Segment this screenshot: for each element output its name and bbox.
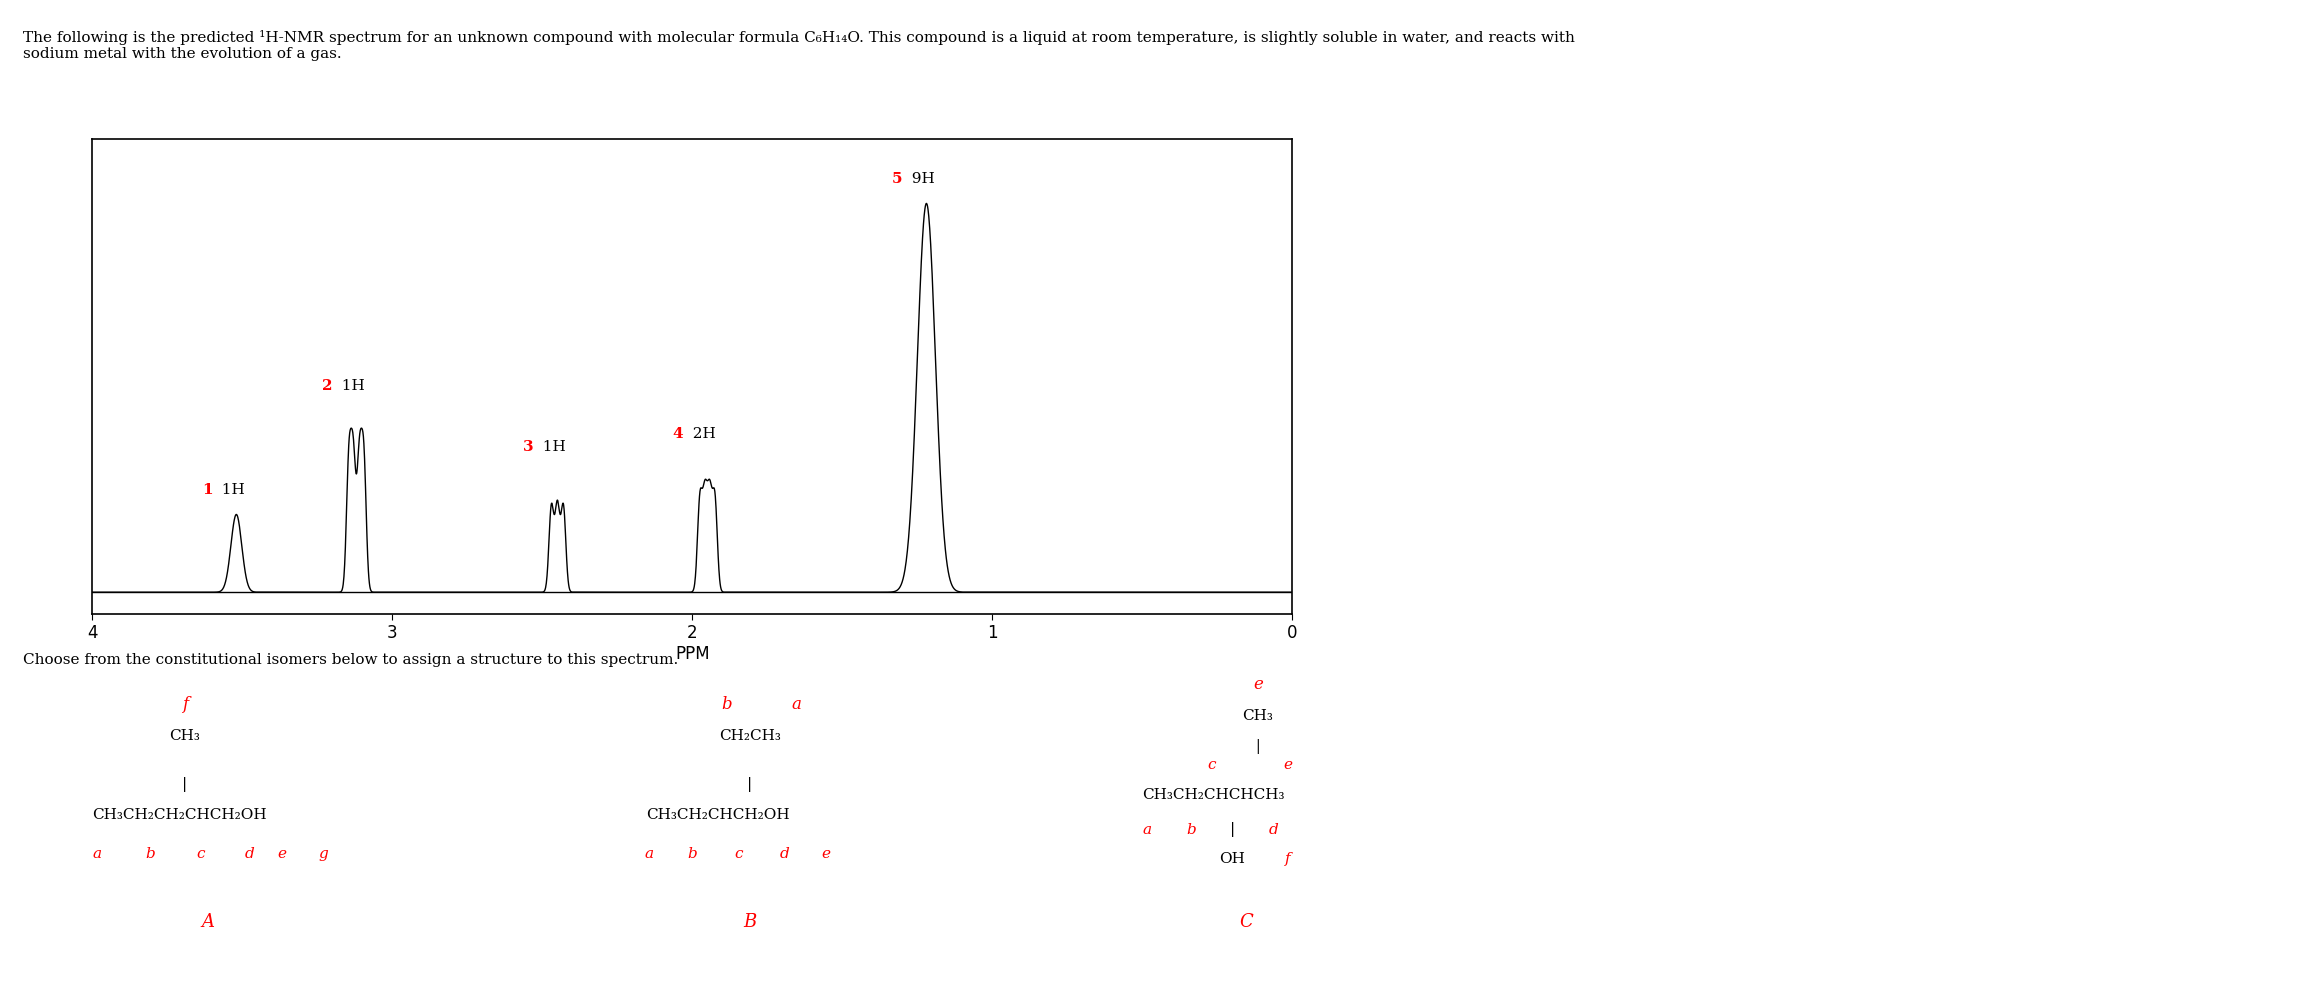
Text: 1: 1 bbox=[201, 483, 212, 497]
Text: f: f bbox=[1286, 852, 1290, 866]
Text: d: d bbox=[1269, 823, 1279, 837]
Text: 2H: 2H bbox=[683, 427, 715, 441]
Text: 9H: 9H bbox=[902, 172, 935, 186]
Text: CH₃CH₂CH₂CHCH₂OH: CH₃CH₂CH₂CHCH₂OH bbox=[92, 808, 268, 822]
Text: CH₃CH₂CHCHCH₃: CH₃CH₂CHCHCH₃ bbox=[1142, 788, 1286, 802]
Text: A: A bbox=[201, 913, 215, 931]
Text: a: a bbox=[92, 847, 102, 861]
Text: 4: 4 bbox=[672, 427, 683, 441]
Text: f: f bbox=[182, 696, 187, 713]
Text: d: d bbox=[245, 847, 254, 861]
Text: c: c bbox=[734, 847, 743, 861]
Text: 2: 2 bbox=[321, 379, 332, 393]
Text: CH₃: CH₃ bbox=[1242, 709, 1274, 723]
Text: b: b bbox=[722, 696, 732, 713]
Text: 1H: 1H bbox=[533, 440, 565, 454]
Text: |: | bbox=[1256, 740, 1260, 754]
Text: The following is the predicted ¹H-NMR spectrum for an unknown compound with mole: The following is the predicted ¹H-NMR sp… bbox=[23, 30, 1574, 61]
Text: Choose from the constitutional isomers below to assign a structure to this spect: Choose from the constitutional isomers b… bbox=[23, 653, 679, 667]
Text: b: b bbox=[688, 847, 697, 861]
Text: a: a bbox=[1142, 823, 1152, 837]
Text: c: c bbox=[1207, 758, 1216, 772]
X-axis label: PPM: PPM bbox=[674, 645, 711, 663]
Text: d: d bbox=[780, 847, 789, 861]
Text: g: g bbox=[319, 847, 328, 861]
Text: e: e bbox=[1253, 676, 1262, 693]
Text: B: B bbox=[743, 913, 757, 931]
Text: OH: OH bbox=[1219, 852, 1246, 866]
Text: a: a bbox=[644, 847, 653, 861]
Text: C: C bbox=[1239, 913, 1253, 931]
Text: c: c bbox=[196, 847, 205, 861]
Text: |: | bbox=[748, 777, 752, 792]
Text: CH₃: CH₃ bbox=[168, 729, 201, 742]
Text: 1H: 1H bbox=[212, 483, 245, 497]
Text: b: b bbox=[145, 847, 155, 861]
Text: |: | bbox=[1230, 822, 1235, 837]
Text: 5: 5 bbox=[891, 172, 902, 186]
Text: e: e bbox=[1283, 758, 1292, 772]
Text: e: e bbox=[822, 847, 831, 861]
Text: CH₃CH₂CHCH₂OH: CH₃CH₂CHCH₂OH bbox=[646, 808, 789, 822]
Text: CH₂CH₃: CH₂CH₃ bbox=[720, 729, 780, 742]
Text: b: b bbox=[1186, 823, 1196, 837]
Text: |: | bbox=[182, 777, 187, 792]
Text: e: e bbox=[277, 847, 286, 861]
Text: 3: 3 bbox=[522, 440, 533, 454]
Text: a: a bbox=[792, 696, 801, 713]
Text: 1H: 1H bbox=[332, 379, 365, 393]
